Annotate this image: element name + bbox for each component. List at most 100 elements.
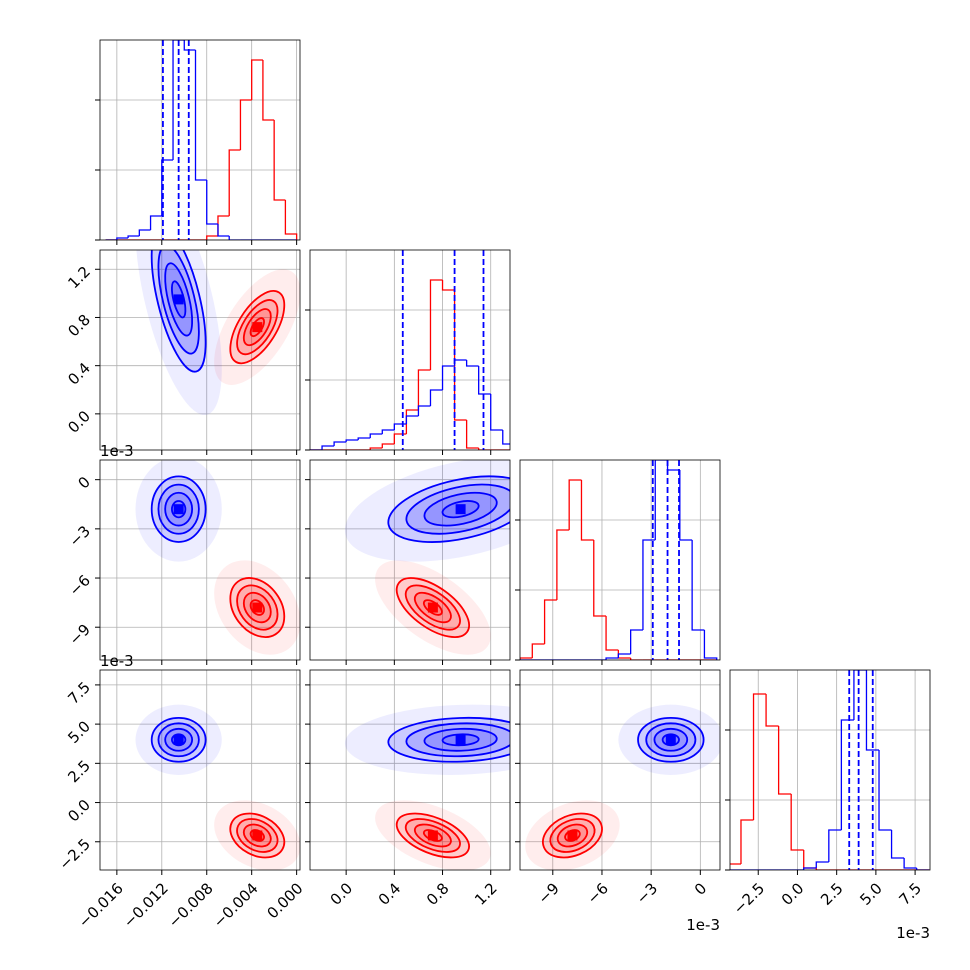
- histogram-bin: [369, 447, 383, 450]
- histogram-bin: [740, 819, 754, 864]
- histogram-bin: [405, 409, 419, 434]
- histogram-bin: [127, 235, 140, 238]
- density-peak: [455, 734, 466, 745]
- histogram-bin: [520, 657, 533, 660]
- histogram-bin: [138, 229, 151, 236]
- histogram-bin: [429, 279, 443, 370]
- x-tick-label: −3: [633, 879, 661, 907]
- panel-frame: [309, 669, 511, 871]
- y-tick-label: −9: [66, 620, 94, 648]
- histogram-bin: [815, 861, 829, 868]
- density-peak: [252, 322, 263, 333]
- panel-frame: [99, 39, 301, 241]
- panel: [310, 460, 510, 660]
- histogram-bin: [815, 868, 829, 870]
- x-tick-label: −0.016: [75, 879, 127, 931]
- histogram-bin: [206, 180, 218, 225]
- y-tick-label: 2.5: [64, 757, 94, 787]
- histogram-bin: [630, 629, 643, 654]
- histogram-bin: [865, 670, 880, 751]
- histogram-bin: [803, 867, 817, 870]
- x-tick-label: −9: [534, 879, 562, 907]
- panel-frame: [99, 249, 301, 451]
- histogram-bin: [333, 441, 347, 446]
- histogram-bin: [828, 829, 842, 862]
- panel-frame: [519, 669, 721, 871]
- histogram-bin: [617, 653, 631, 658]
- x-tick-label: −0.008: [165, 879, 217, 931]
- x-tick-label: 0.4: [375, 879, 405, 909]
- y-offset-label: 1e-3: [100, 652, 134, 670]
- histogram-bin: [262, 60, 275, 121]
- histogram-bin: [161, 159, 174, 216]
- density-peak: [173, 504, 184, 515]
- histogram-bin: [273, 120, 286, 201]
- histogram-bin: [228, 149, 241, 216]
- histogram-bin: [916, 868, 930, 870]
- y-tick-label: −3: [66, 522, 94, 550]
- histogram-bin: [502, 430, 510, 445]
- panel-frame: [99, 669, 301, 871]
- histogram-bin: [321, 445, 335, 450]
- panel: [100, 460, 300, 660]
- panel: [520, 460, 720, 660]
- panel-frame: [99, 459, 301, 661]
- histogram-bin: [703, 630, 718, 660]
- histogram-bin: [405, 415, 419, 424]
- histogram-bin: [654, 460, 668, 540]
- histogram-bin: [453, 290, 467, 421]
- y-tick-label: 1.2: [64, 263, 94, 293]
- histogram-bin: [441, 365, 455, 390]
- x-tick-label: −0.012: [120, 879, 172, 931]
- panel: [730, 670, 930, 870]
- panel-frame: [729, 669, 931, 871]
- panel: [100, 40, 300, 240]
- histogram-bin: [465, 420, 479, 449]
- histogram-bin: [903, 858, 917, 869]
- panel-frame: [309, 459, 511, 661]
- x-tick-label: 0.000: [264, 879, 307, 922]
- histogram-bin: [531, 643, 545, 658]
- density-peak: [455, 504, 466, 515]
- histogram-bin: [417, 369, 431, 410]
- x-tick-label: −2.5: [730, 879, 768, 917]
- y-tick-label: 0.4: [64, 359, 94, 389]
- histogram-bin: [393, 433, 407, 444]
- x-offset-label: 1e-3: [686, 916, 720, 934]
- panel-frame: [309, 249, 511, 451]
- histogram-bin: [890, 830, 905, 859]
- histogram-bin: [666, 460, 680, 471]
- histogram-bin: [790, 794, 804, 851]
- panel-frame: [519, 459, 721, 661]
- histogram-bin: [357, 437, 371, 440]
- y-tick-label: 7.5: [64, 678, 94, 708]
- x-tick-label: 1.2: [471, 879, 501, 909]
- histogram-bin: [605, 657, 619, 660]
- y-tick-label: 0.0: [64, 796, 94, 826]
- histogram-bin: [116, 237, 129, 240]
- histogram-bin: [251, 59, 263, 100]
- y-tick-label: 0.8: [64, 311, 94, 341]
- histogram-bin: [417, 405, 431, 416]
- histogram-bin: [429, 389, 443, 406]
- x-tick-label: 7.5: [896, 879, 926, 909]
- histogram-bin: [206, 235, 218, 240]
- x-tick-label: 2.5: [817, 879, 847, 909]
- x-tick-label: 5.0: [856, 879, 886, 909]
- histogram-bin: [691, 540, 705, 631]
- histogram-bin: [752, 693, 767, 820]
- histogram-bin: [381, 429, 395, 434]
- histogram-bin: [228, 236, 241, 240]
- panel: [100, 250, 300, 450]
- y-tick-label: 5.0: [64, 717, 94, 747]
- panel: [100, 670, 300, 870]
- histogram-bin: [765, 694, 779, 727]
- x-tick-label: 0.0: [327, 879, 357, 909]
- histogram-bin: [369, 433, 383, 438]
- histogram-bin: [172, 40, 185, 160]
- x-tick-label: −6: [584, 879, 612, 907]
- density-peak: [427, 602, 438, 613]
- panel: [310, 670, 510, 870]
- histogram-bin: [239, 99, 252, 150]
- histogram-bin: [453, 359, 467, 366]
